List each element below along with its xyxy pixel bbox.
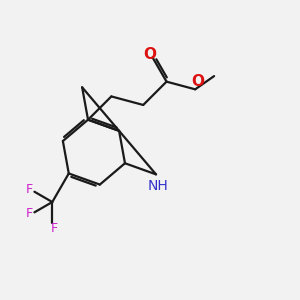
Text: O: O (191, 74, 204, 88)
Text: NH: NH (148, 178, 169, 193)
Text: F: F (26, 183, 33, 196)
Text: F: F (26, 207, 33, 220)
Text: O: O (144, 47, 157, 62)
Text: F: F (51, 222, 58, 235)
